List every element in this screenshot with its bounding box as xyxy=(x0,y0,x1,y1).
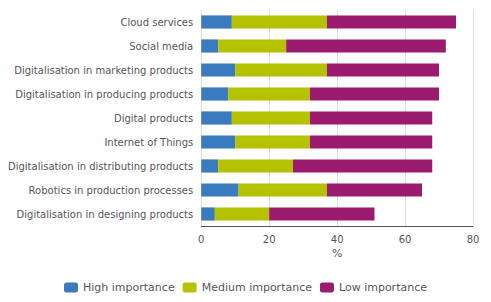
svg-text:Digitalisation in marketing pr: Digitalisation in marketing products xyxy=(14,65,193,76)
svg-text:Cloud services: Cloud services xyxy=(120,17,193,28)
svg-text:20: 20 xyxy=(263,234,276,245)
svg-text:Digitalisation in producing pr: Digitalisation in producing products xyxy=(15,89,193,100)
svg-text:0: 0 xyxy=(198,234,204,245)
svg-text:80: 80 xyxy=(467,234,480,245)
svg-text:Medium importance: Medium importance xyxy=(202,281,313,294)
svg-text:40: 40 xyxy=(331,234,344,245)
svg-text:60: 60 xyxy=(399,234,412,245)
svg-text:Digitalisation in distributing: Digitalisation in distributing products xyxy=(8,161,193,172)
svg-text:Low importance: Low importance xyxy=(339,281,427,294)
svg-text:Robotics in production process: Robotics in production processes xyxy=(29,185,194,196)
svg-text:High importance: High importance xyxy=(83,281,175,294)
svg-text:Digital products: Digital products xyxy=(114,113,193,124)
svg-text:%: % xyxy=(332,247,342,260)
svg-text:Digitalisation in designing pr: Digitalisation in designing products xyxy=(17,209,194,220)
svg-text:Internet of Things: Internet of Things xyxy=(104,137,193,148)
svg-text:Social media: Social media xyxy=(129,41,193,52)
